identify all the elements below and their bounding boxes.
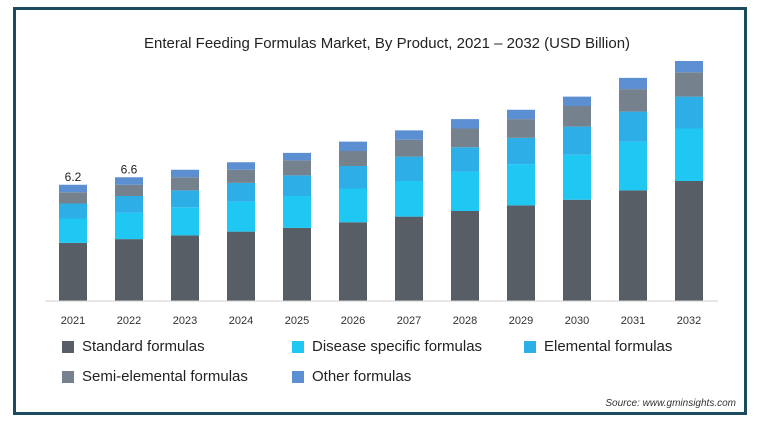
bar-2022-series-3 bbox=[115, 184, 143, 196]
bar-2028-series-2 bbox=[451, 147, 479, 172]
x-tick-label: 2021 bbox=[61, 315, 85, 327]
bar-2029-series-4 bbox=[507, 109, 535, 120]
x-tick-label: 2023 bbox=[173, 315, 197, 327]
data-label: 6.6 bbox=[121, 162, 138, 176]
bar-2024-series-0 bbox=[227, 231, 255, 301]
bar-2031-series-3 bbox=[619, 89, 647, 112]
legend-item: Elemental formulas bbox=[524, 338, 672, 355]
x-tick-label: 2030 bbox=[565, 315, 589, 327]
bar-2027-series-2 bbox=[395, 156, 423, 181]
bar-2022-series-1 bbox=[115, 212, 143, 240]
bar-2028-series-4 bbox=[451, 119, 479, 129]
bar-2028-series-3 bbox=[451, 128, 479, 148]
bar-2026-series-0 bbox=[339, 222, 367, 301]
bar-2027-series-3 bbox=[395, 139, 423, 157]
bar-2027-series-1 bbox=[395, 181, 423, 217]
bar-2026-series-1 bbox=[339, 188, 367, 223]
bar-2026-series-4 bbox=[339, 141, 367, 151]
bar-2032-series-4 bbox=[675, 61, 703, 73]
bar-2031-series-4 bbox=[619, 77, 647, 90]
bar-2021-series-2 bbox=[59, 203, 87, 219]
bar-2022-series-0 bbox=[115, 239, 143, 301]
bar-2032-series-3 bbox=[675, 72, 703, 97]
bar-2026-series-2 bbox=[339, 166, 367, 189]
bar-2025-series-1 bbox=[283, 196, 311, 228]
bar-2032-series-2 bbox=[675, 96, 703, 129]
bar-2021-series-0 bbox=[59, 242, 87, 301]
bar-2029-series-3 bbox=[507, 119, 535, 138]
bar-2031-series-0 bbox=[619, 190, 647, 301]
bar-2023-series-3 bbox=[171, 177, 199, 191]
chart-plot: 2021 2022 2023 2024 2025 2026 2027 2028 2029 2030… bbox=[45, 61, 718, 327]
bar-2023-series-1 bbox=[171, 207, 199, 236]
legend-swatch bbox=[62, 370, 74, 383]
bar-2025-series-2 bbox=[283, 175, 311, 196]
legend-swatch bbox=[524, 340, 536, 353]
bar-2027-series-0 bbox=[395, 216, 423, 301]
bar-2032-series-1 bbox=[675, 128, 703, 181]
bar-2030-series-4 bbox=[563, 96, 591, 106]
x-tick-label: 2025 bbox=[285, 315, 309, 327]
bar-2029-series-2 bbox=[507, 137, 535, 165]
legend-item: Disease specific formulas bbox=[292, 338, 482, 355]
x-tick-label: 2022 bbox=[117, 315, 141, 327]
bar-2025-series-4 bbox=[283, 152, 311, 161]
bar-2025-series-3 bbox=[283, 160, 311, 176]
x-tick-label: 2029 bbox=[509, 315, 533, 327]
bar-2028-series-1 bbox=[451, 171, 479, 211]
bar-2024-series-1 bbox=[227, 201, 255, 232]
bar-2024-series-3 bbox=[227, 169, 255, 183]
bar-2031-series-1 bbox=[619, 141, 647, 191]
bar-2024-series-4 bbox=[227, 162, 255, 170]
x-tick-label: 2027 bbox=[397, 315, 421, 327]
bar-2030-series-1 bbox=[563, 154, 591, 200]
legend-label: Semi-elemental formulas bbox=[82, 368, 248, 385]
bar-2023-series-4 bbox=[171, 169, 199, 178]
legend-swatch bbox=[292, 370, 304, 383]
legend-swatch bbox=[62, 340, 74, 353]
legend-label: Other formulas bbox=[312, 368, 412, 385]
x-tick-label: 2031 bbox=[621, 315, 645, 327]
legend-item: Semi-elemental formulas bbox=[62, 368, 248, 385]
bar-2024-series-2 bbox=[227, 182, 255, 202]
legend-label: Elemental formulas bbox=[544, 338, 673, 355]
bar-2022-series-4 bbox=[115, 177, 143, 185]
chart-title: Enteral Feeding Formulas Market, By Prod… bbox=[143, 35, 631, 52]
bar-2028-series-0 bbox=[451, 211, 479, 301]
bar-2030-series-0 bbox=[563, 199, 591, 301]
bar-2032-series-0 bbox=[675, 181, 703, 301]
x-tick-label: 2024 bbox=[229, 315, 253, 327]
legend-item: Standard formulas bbox=[62, 338, 205, 355]
x-tick-label: 2032 bbox=[677, 315, 701, 327]
legend-label: Standard formulas bbox=[82, 338, 205, 355]
x-tick-label: 2028 bbox=[453, 315, 477, 327]
bar-2030-series-2 bbox=[563, 126, 591, 155]
bar-2030-series-3 bbox=[563, 106, 591, 127]
bar-2029-series-1 bbox=[507, 164, 535, 206]
bar-2021-series-3 bbox=[59, 192, 87, 204]
bar-2025-series-0 bbox=[283, 227, 311, 301]
legend-item: Other formulas bbox=[292, 368, 411, 385]
bar-2021-series-1 bbox=[59, 218, 87, 243]
bar-2031-series-2 bbox=[619, 111, 647, 142]
bar-2021-series-4 bbox=[59, 184, 87, 193]
x-tick-label: 2026 bbox=[341, 315, 365, 327]
bar-2029-series-0 bbox=[507, 205, 535, 301]
data-label: 6.2 bbox=[65, 170, 82, 184]
source-note: Source: www.gminsights.com bbox=[605, 398, 736, 409]
bar-2027-series-4 bbox=[395, 130, 423, 140]
bar-2022-series-2 bbox=[115, 196, 143, 213]
bar-2023-series-0 bbox=[171, 235, 199, 301]
legend-swatch bbox=[292, 340, 304, 353]
bar-2023-series-2 bbox=[171, 190, 199, 208]
bar-2026-series-3 bbox=[339, 151, 367, 166]
legend-label: Disease specific formulas bbox=[312, 338, 483, 355]
